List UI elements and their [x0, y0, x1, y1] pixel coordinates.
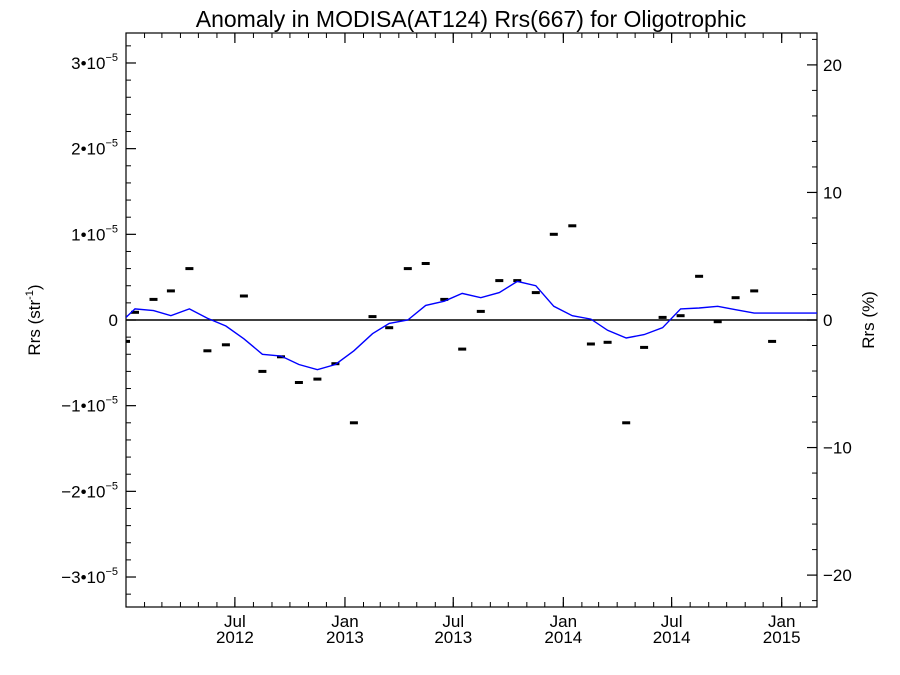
data-point [495, 279, 504, 283]
x-tick-month: Jul [661, 612, 683, 631]
data-point [549, 232, 558, 236]
data-point [239, 294, 248, 298]
data-point [149, 297, 158, 301]
y-left-tick-label: 1•10−5 [71, 223, 118, 244]
data-point [676, 314, 685, 318]
data-point [603, 340, 612, 344]
data-point [695, 274, 704, 278]
y-right-tick-label: −10 [823, 439, 852, 458]
x-tick-year: 2014 [544, 628, 582, 647]
data-point [221, 343, 230, 347]
y-axis-right-label: Rrs (%) [859, 291, 878, 349]
data-point [185, 267, 194, 271]
data-point [166, 289, 175, 293]
plot-area [125, 32, 818, 608]
data-point [768, 339, 777, 343]
data-point [658, 315, 667, 319]
x-tick-month: Jan [550, 612, 577, 631]
data-point [586, 342, 595, 346]
y-right-tick-label: −20 [823, 566, 852, 585]
data-point [421, 262, 430, 265]
y-left-tick-label: 3•10−5 [71, 52, 118, 73]
y-right-tick-label: 0 [823, 311, 832, 330]
data-point [750, 289, 759, 293]
data-point [277, 355, 285, 359]
data-point [476, 309, 485, 313]
series-layer [126, 224, 817, 425]
chart-title: Anomaly in MODISA(AT124) Rrs(667) for Ol… [196, 6, 746, 32]
y-axis-left: 3•10−5 2•10−5 1•10−5 0 −1•10−5 −2•10−5 −3•10−5 [61, 45, 136, 595]
data-point [458, 347, 467, 351]
y-right-tick-label: 10 [823, 183, 842, 202]
x-tick-month: Jul [442, 612, 464, 631]
data-point [713, 320, 722, 324]
data-point [368, 315, 377, 319]
data-point [531, 291, 540, 295]
data-point [731, 296, 740, 300]
x-axis: Jul2012Jan2013Jul2013Jan2014Jul2014Jan20… [125, 33, 818, 647]
y-left-tick-label: −2•10−5 [61, 480, 118, 501]
data-point [126, 339, 130, 343]
data-point [294, 381, 303, 384]
x-tick-year: 2012 [216, 628, 254, 647]
y-axis-left-label: Rrs (str-1) [24, 284, 44, 355]
x-tick-month: Jan [331, 612, 358, 631]
x-tick-month: Jan [768, 612, 795, 631]
series-line [126, 280, 817, 371]
y-left-tick-label: 2•10−5 [71, 138, 118, 159]
data-point [622, 421, 631, 425]
x-tick-year: 2013 [434, 628, 472, 647]
data-point [349, 421, 358, 425]
data-point [640, 345, 649, 349]
data-point [385, 326, 394, 330]
y-right-tick-label: 20 [823, 56, 842, 75]
y-left-tick-label: −1•10−5 [61, 395, 118, 416]
y-axis-right: 20 10 0 −10 −20 [807, 38, 852, 602]
x-tick-month: Jul [224, 612, 246, 631]
data-point [513, 279, 522, 283]
data-point [131, 310, 139, 314]
data-point [313, 377, 322, 381]
data-point [203, 349, 212, 353]
x-tick-year: 2013 [326, 628, 364, 647]
x-tick-year: 2014 [653, 628, 691, 647]
data-point [403, 267, 412, 271]
x-tick-year: 2015 [763, 628, 801, 647]
y-left-tick-label: 0 [109, 311, 118, 330]
data-point [440, 297, 449, 301]
data-point [568, 224, 577, 228]
y-left-tick-label: −3•10−5 [61, 566, 118, 587]
data-point [258, 369, 267, 373]
